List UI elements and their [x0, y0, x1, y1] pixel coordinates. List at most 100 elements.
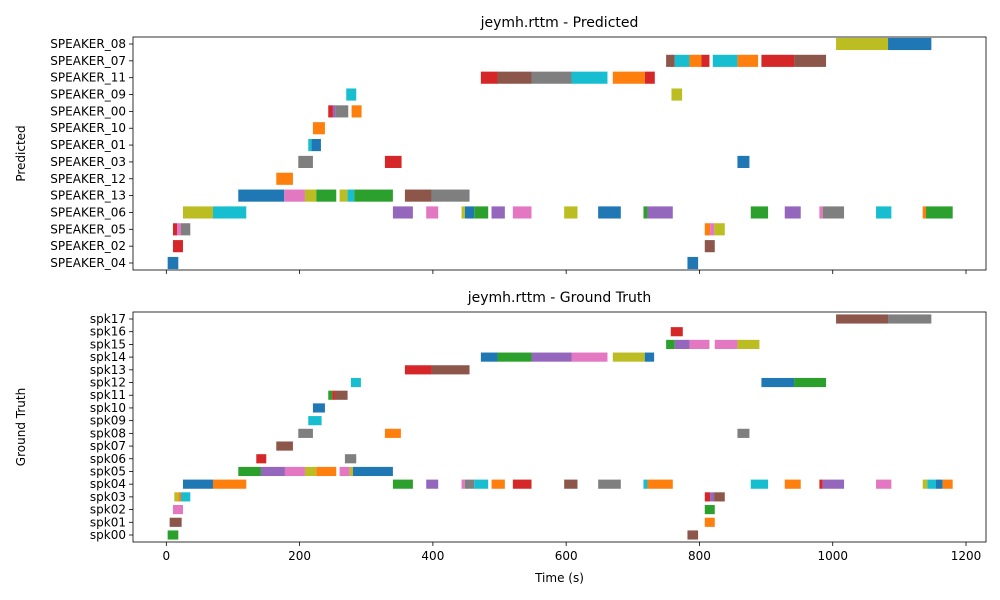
segment-SPEAKER_06 — [564, 206, 578, 219]
segment-spk04 — [822, 479, 845, 489]
y-tick-label: SPEAKER_01 — [50, 138, 126, 152]
segment-spk05 — [352, 466, 393, 477]
x-tick-label: 200 — [288, 549, 311, 563]
segment-SPEAKER_06 — [750, 206, 769, 219]
y-tick-label: spk06 — [90, 452, 126, 466]
segment-SPEAKER_02 — [704, 240, 715, 253]
segment-spk05 — [260, 466, 285, 477]
y-tick-label: spk14 — [90, 350, 126, 364]
segment-spk07 — [276, 441, 293, 451]
segment-SPEAKER_06 — [822, 206, 845, 219]
segment-SPEAKER_11 — [644, 71, 655, 84]
segment-spk12 — [761, 377, 795, 388]
segment-SPEAKER_11 — [497, 71, 532, 84]
x-tick-label: 0 — [163, 549, 171, 563]
y-tick-label: spk11 — [90, 388, 126, 402]
y-tick-label: SPEAKER_10 — [50, 121, 126, 135]
y-tick-label: SPEAKER_03 — [50, 155, 126, 169]
y-tick-label: SPEAKER_04 — [50, 256, 126, 270]
segment-SPEAKER_05 — [176, 223, 181, 236]
segment-SPEAKER_02 — [172, 240, 183, 253]
segment-SPEAKER_13 — [304, 189, 317, 202]
segment-SPEAKER_03 — [737, 155, 750, 168]
segment-SPEAKER_00 — [335, 105, 349, 118]
segment-SPEAKER_10 — [312, 122, 325, 135]
segment-spk04 — [212, 479, 247, 489]
y-axis-label: Predicted — [14, 125, 28, 181]
segment-SPEAKER_06 — [212, 206, 247, 219]
segment-spk05 — [316, 466, 337, 477]
segment-spk12 — [350, 377, 361, 388]
segment-spk08 — [384, 428, 401, 438]
segment-SPEAKER_13 — [354, 189, 393, 202]
axes-frame — [132, 36, 987, 271]
y-tick-label: spk09 — [90, 414, 126, 428]
segment-SPEAKER_08 — [888, 37, 932, 51]
segment-SPEAKER_06 — [392, 206, 413, 219]
segment-spk04 — [922, 479, 928, 489]
segment-SPEAKER_06 — [512, 206, 532, 219]
y-tick-label: SPEAKER_11 — [50, 71, 126, 85]
segment-SPEAKER_05 — [704, 223, 711, 236]
chart-panel-0: SPEAKER_08 SPEAKER_07 SPEAKER_11 SPEAKER_09… — [14, 15, 987, 274]
segment-SPEAKER_03 — [384, 155, 402, 168]
segment-spk03 — [704, 492, 711, 502]
segment-spk14 — [571, 352, 608, 362]
segment-spk15 — [689, 339, 710, 349]
y-tick-label: spk17 — [90, 312, 126, 326]
segment-spk05 — [304, 466, 317, 477]
segment-spk04 — [564, 479, 578, 489]
segment-SPEAKER_06 — [922, 206, 927, 219]
segment-SPEAKER_06 — [464, 206, 475, 219]
segment-spk11 — [332, 390, 335, 400]
y-tick-label: spk16 — [90, 325, 126, 339]
segment-SPEAKER_06 — [598, 206, 621, 219]
segment-SPEAKER_07 — [701, 54, 710, 67]
segment-SPEAKER_13 — [404, 189, 432, 202]
segment-SPEAKER_13 — [347, 189, 355, 202]
axes-frame — [132, 311, 987, 543]
segment-spk03 — [714, 492, 725, 502]
segment-spk16 — [670, 327, 683, 337]
segment-SPEAKER_12 — [276, 172, 293, 185]
segment-SPEAKER_06 — [461, 206, 465, 219]
segment-SPEAKER_13 — [316, 189, 337, 202]
chart-title: jeymh.rttm - Predicted — [480, 15, 639, 31]
segment-spk04 — [750, 479, 769, 489]
y-tick-label: spk13 — [90, 363, 126, 377]
segment-spk08 — [298, 428, 313, 438]
segment-SPEAKER_06 — [643, 206, 648, 219]
segment-SPEAKER_06 — [784, 206, 801, 219]
segment-SPEAKER_05 — [710, 223, 715, 236]
segment-SPEAKER_08 — [836, 37, 889, 51]
segment-spk15 — [674, 339, 690, 349]
segment-spk05 — [238, 466, 261, 477]
segment-SPEAKER_06 — [426, 206, 439, 219]
segment-SPEAKER_13 — [339, 189, 348, 202]
x-tick-label: 1000 — [817, 549, 848, 563]
segment-spk15 — [737, 339, 760, 349]
segment-spk11 — [334, 390, 348, 400]
segment-SPEAKER_01 — [311, 139, 321, 152]
segment-SPEAKER_00 — [351, 105, 362, 118]
segment-spk04 — [426, 479, 439, 489]
x-tick-label: 1200 — [951, 549, 982, 563]
segment-spk04 — [643, 479, 648, 489]
segment-spk04 — [182, 479, 213, 489]
segment-spk11 — [328, 390, 333, 400]
segment-SPEAKER_04 — [687, 256, 699, 270]
segment-spk04 — [464, 479, 475, 489]
segment-spk03 — [174, 492, 179, 502]
segment-spk04 — [927, 479, 937, 489]
segment-spk15 — [714, 339, 738, 349]
x-tick-label: 400 — [421, 549, 444, 563]
y-tick-label: SPEAKER_09 — [50, 88, 126, 102]
y-tick-label: spk12 — [90, 376, 126, 390]
segment-spk04 — [936, 479, 943, 489]
segment-spk04 — [819, 479, 823, 489]
segment-spk14 — [644, 352, 655, 362]
segment-SPEAKER_03 — [298, 155, 313, 168]
segment-spk04 — [461, 479, 465, 489]
segment-spk14 — [612, 352, 645, 362]
